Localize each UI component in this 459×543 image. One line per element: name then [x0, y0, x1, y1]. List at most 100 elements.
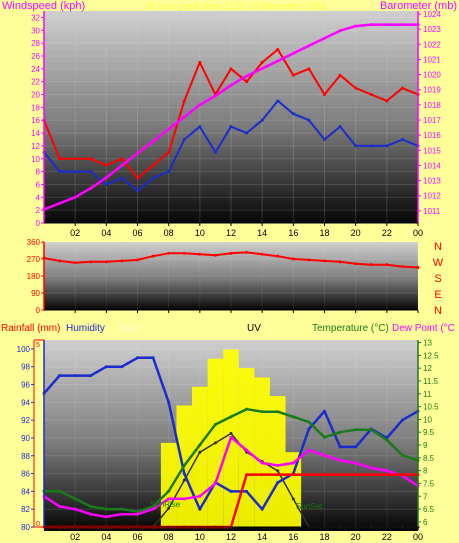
- x-tick-label: 12: [226, 532, 236, 542]
- x-tick-label: 16: [288, 228, 298, 238]
- humidity-point: [151, 356, 155, 360]
- temperature-point: [369, 428, 373, 432]
- barometer-point: [167, 127, 171, 131]
- temperature-y-tick-label: 12.5: [423, 351, 439, 360]
- dewpoint-point: [354, 461, 358, 465]
- wind-average-point: [338, 125, 342, 129]
- wind-average-point: [151, 176, 155, 180]
- wind-gust-point: [182, 99, 186, 103]
- wind-gust-point: [245, 80, 249, 84]
- solar-bar: [192, 386, 208, 527]
- wind-average-point: [73, 170, 77, 174]
- dewpoint-point: [338, 458, 342, 462]
- x-tick-label: 20: [351, 532, 361, 542]
- barometer-y-tick-label: 1014: [423, 161, 441, 170]
- wind-plot-area: [44, 11, 418, 223]
- barometer-y-tick-label: 1012: [423, 192, 441, 201]
- rainfall-point: [291, 473, 295, 477]
- solar-bar: [254, 377, 270, 527]
- barometer-point: [245, 74, 249, 78]
- barometer-point: [198, 103, 202, 107]
- humidity-y-tick-label: 98: [21, 363, 30, 372]
- humidity-point: [182, 472, 186, 476]
- dewpoint-point: [89, 512, 93, 516]
- wind-y-tick-label: 26: [31, 52, 40, 61]
- wind-y-tick-label: 8: [36, 168, 41, 177]
- wind-gust-point: [385, 99, 389, 103]
- rainfall-point: [323, 473, 326, 477]
- temperature-point: [307, 420, 311, 424]
- rainfall-point: [276, 473, 280, 477]
- x-tick-label: 12: [226, 228, 236, 238]
- rainfall-point: [307, 473, 311, 477]
- solar-bar: [160, 442, 177, 527]
- x-tick-label: 22: [382, 228, 392, 238]
- wind-direction-point: [167, 251, 171, 255]
- temperature-point: [213, 423, 217, 427]
- wind-y-tick-label: 16: [31, 116, 40, 125]
- temperature-point: [136, 510, 139, 514]
- x-tick-label: 20: [351, 228, 361, 238]
- temperature-point: [354, 428, 358, 432]
- wind-average-point: [369, 144, 373, 148]
- wind-direction-point: [73, 261, 77, 265]
- x-tick-label: 22: [382, 532, 392, 542]
- solar-bar: [238, 368, 255, 527]
- wind-direction-point: [354, 262, 358, 266]
- temperature-y-tick-label: 6: [423, 518, 428, 527]
- x-tick-label: 16: [288, 532, 298, 542]
- rain-y-tick-label: 0: [36, 521, 40, 528]
- x-tick-label: 08: [164, 532, 174, 542]
- wind-gust-point: [151, 163, 155, 167]
- wind-gust-point: [354, 86, 358, 90]
- barometer-point: [276, 59, 280, 63]
- wind-direction-point: [276, 254, 280, 258]
- temperature-point: [291, 415, 295, 419]
- barometer-y-tick-label: 1023: [423, 25, 441, 34]
- humidity-y-tick-label: 90: [21, 434, 30, 443]
- dewpoint-point: [58, 505, 62, 509]
- dewpoint-label: Dew Point (°C: [392, 323, 455, 334]
- wind-gust-point: [400, 86, 404, 90]
- wind-average-point: [307, 118, 311, 122]
- wind-gust-point: [307, 67, 311, 71]
- wind-y-tick-label: 10: [31, 155, 40, 164]
- humidity-y-tick-label: 92: [21, 416, 30, 425]
- barometer-point: [385, 23, 389, 27]
- wind-y-tick-label: 30: [31, 26, 40, 35]
- wind-y-tick-label: 6: [36, 180, 41, 189]
- wind-average-point: [120, 176, 124, 180]
- humidity-point: [245, 489, 249, 493]
- temperature-y-tick-label: 10: [423, 415, 432, 424]
- temperature-point: [120, 507, 124, 511]
- wind-direction-point: [416, 266, 420, 269]
- compass-s: S: [434, 273, 441, 285]
- wind-y-tick-label: 24: [31, 65, 40, 74]
- humidity-y-tick-label: 100: [17, 345, 31, 354]
- wind-direction-point: [136, 258, 139, 262]
- temperature-y-tick-label: 8: [423, 467, 428, 476]
- wind-y-tick-label: 22: [31, 78, 40, 87]
- wind-y-tick-label: 2: [36, 206, 41, 215]
- solar-label: Solar: [118, 323, 142, 334]
- dewpoint-point: [182, 497, 186, 501]
- rainfall-point: [400, 473, 404, 477]
- wind-average-point: [58, 170, 62, 174]
- rainfall-point: [385, 473, 389, 477]
- wind-gust-point: [58, 157, 62, 161]
- wind-direction-point: [369, 263, 373, 267]
- x-tick-label: 14: [257, 532, 267, 542]
- temperature-point: [58, 489, 62, 493]
- humidity-y-tick-label: 80: [21, 523, 30, 532]
- wind-direction-point: [120, 259, 124, 263]
- humidity-point: [354, 445, 358, 449]
- x-tick-label: 00: [413, 228, 423, 238]
- wind-gust-point: [73, 157, 77, 161]
- compass-w: W: [433, 257, 444, 269]
- wind-average-point: [213, 150, 217, 154]
- wind-direction-point: [89, 260, 93, 264]
- wind-average-point: [354, 144, 358, 148]
- x-tick-label: 18: [319, 532, 329, 542]
- sunrise-marker-label: SunRise: [150, 500, 181, 509]
- x-tick-label: 04: [101, 532, 111, 542]
